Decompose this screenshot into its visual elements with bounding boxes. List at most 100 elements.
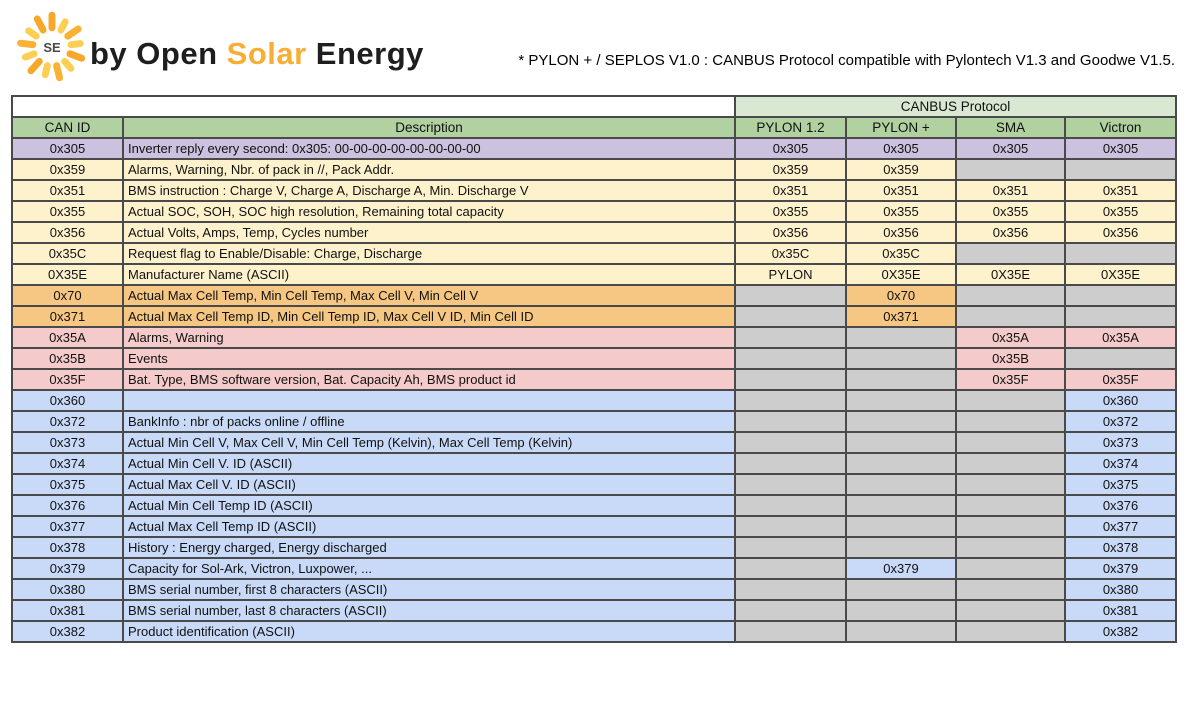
protocol-value-cell-victron: 0x373 [1063, 431, 1178, 454]
table-row: 0x35C Request flag to Enable/Disable: Cha… [11, 242, 1178, 265]
brand-highlight: Solar [226, 36, 307, 71]
can-id-cell: 0x377 [11, 515, 124, 538]
description-cell: BMS instruction : Charge V, Charge A, Di… [122, 179, 736, 202]
table-row: 0x359 Alarms, Warning, Nbr. of pack in //… [11, 158, 1178, 181]
can-id-cell: 0x35F [11, 368, 124, 391]
table-row: 0x70 Actual Max Cell Temp, Min Cell Temp,… [11, 284, 1178, 307]
description-cell [122, 389, 736, 412]
description-cell: Bat. Type, BMS software version, Bat. Ca… [122, 368, 736, 391]
group-header-canbus-protocol: CANBUS Protocol [733, 95, 1178, 118]
protocol-value-cell-victron: 0x379 [1063, 557, 1178, 580]
table-row: 0x371 Actual Max Cell Temp ID, Min Cell T… [11, 305, 1178, 328]
can-id-cell: 0x35A [11, 326, 124, 349]
can-id-cell: 0x374 [11, 452, 124, 475]
protocol-value-cell-sma [955, 242, 1066, 265]
can-id-cell: 0x378 [11, 536, 124, 559]
table-row: 0x382 Product identification (ASCII) 0x382 [11, 620, 1178, 643]
description-cell: Request flag to Enable/Disable: Charge, … [122, 242, 736, 265]
can-id-cell: 0x35C [11, 242, 124, 265]
protocol-value-cell-pylon-1-2 [734, 431, 847, 454]
canbus-protocol-table: CANBUS Protocol CAN ID Description PYLON… [11, 95, 1178, 643]
table-row: 0x378 History : Energy charged, Energy di… [11, 536, 1178, 559]
protocol-value-cell-victron: 0x305 [1063, 137, 1178, 160]
protocol-value-cell-victron [1063, 284, 1178, 307]
description-cell: Actual Max Cell Temp ID, Min Cell Temp I… [122, 305, 736, 328]
table-row: 0x372 BankInfo : nbr of packs online / of… [11, 410, 1178, 433]
protocol-value-cell-pylon-plus [845, 410, 957, 433]
can-id-cell: 0x360 [11, 389, 124, 412]
protocol-value-cell-sma [955, 473, 1066, 496]
description-cell: Actual Max Cell Temp, Min Cell Temp, Max… [122, 284, 736, 307]
description-cell: Actual SOC, SOH, SOC high resolution, Re… [122, 200, 736, 223]
can-id-cell: 0x382 [11, 620, 124, 643]
protocol-value-cell-victron [1063, 347, 1178, 370]
protocol-value-cell-pylon-plus: 0x371 [845, 305, 957, 328]
protocol-value-cell-victron [1063, 158, 1178, 181]
description-cell: Actual Min Cell V. ID (ASCII) [122, 452, 736, 475]
table-row: 0x379 Capacity for Sol-Ark, Victron, Luxp… [11, 557, 1178, 580]
can-id-cell: 0x373 [11, 431, 124, 454]
protocol-value-cell-sma: 0x355 [955, 200, 1066, 223]
protocol-value-cell-pylon-plus: 0x351 [845, 179, 957, 202]
protocol-value-cell-sma: 0x35B [955, 347, 1066, 370]
protocol-value-cell-pylon-plus [845, 599, 957, 622]
table-row: 0x374 Actual Min Cell V. ID (ASCII) 0x374 [11, 452, 1178, 475]
brand-prefix: by Open [90, 36, 227, 71]
protocol-value-cell-pylon-1-2 [734, 389, 847, 412]
can-id-cell: 0x372 [11, 410, 124, 433]
description-cell: Capacity for Sol-Ark, Victron, Luxpower,… [122, 557, 736, 580]
protocol-value-cell-pylon-1-2 [734, 368, 847, 391]
protocol-value-cell-victron [1063, 242, 1178, 265]
description-cell: Manufacturer Name (ASCII) [122, 263, 736, 286]
protocol-value-cell-sma [955, 389, 1066, 412]
compatibility-note: * PYLON + / SEPLOS V1.0 : CANBUS Protoco… [518, 52, 1175, 69]
protocol-value-cell-pylon-1-2: PYLON [734, 263, 847, 286]
table-row: 0x351 BMS instruction : Charge V, Charge … [11, 179, 1178, 202]
can-id-cell: 0x305 [11, 137, 124, 160]
protocol-value-cell-pylon-1-2 [734, 536, 847, 559]
protocol-value-cell-victron: 0x356 [1063, 221, 1178, 244]
protocol-value-cell-sma: 0x356 [955, 221, 1066, 244]
logo-text: SE [43, 40, 61, 55]
protocol-value-cell-pylon-1-2: 0x35C [734, 242, 847, 265]
protocol-value-cell-sma [955, 494, 1066, 517]
protocol-value-cell-pylon-plus [845, 347, 957, 370]
description-cell: Events [122, 347, 736, 370]
can-id-cell: 0x356 [11, 221, 124, 244]
protocol-value-cell-victron: 0x382 [1063, 620, 1178, 643]
table-row: 0x376 Actual Min Cell Temp ID (ASCII) 0x37… [11, 494, 1178, 517]
protocol-value-cell-pylon-1-2 [734, 473, 847, 496]
protocol-value-cell-pylon-plus: 0x359 [845, 158, 957, 181]
table-row: 0x355 Actual SOC, SOH, SOC high resolutio… [11, 200, 1178, 223]
can-id-cell: 0x70 [11, 284, 124, 307]
group-header-row: CANBUS Protocol [11, 95, 1178, 118]
description-cell: BMS serial number, first 8 characters (A… [122, 578, 736, 601]
canbus-table-container: CANBUS Protocol CAN ID Description PYLON… [11, 95, 1178, 643]
protocol-value-cell-sma [955, 599, 1066, 622]
header-spacer [11, 95, 736, 118]
description-cell: Actual Max Cell Temp ID (ASCII) [122, 515, 736, 538]
protocol-value-cell-pylon-plus: 0X35E [845, 263, 957, 286]
protocol-value-cell-sma [955, 536, 1066, 559]
protocol-value-cell-pylon-plus [845, 431, 957, 454]
protocol-value-cell-pylon-plus: 0x70 [845, 284, 957, 307]
protocol-value-cell-sma: 0X35E [955, 263, 1066, 286]
description-cell: Alarms, Warning, Nbr. of pack in //, Pac… [122, 158, 736, 181]
protocol-value-cell-pylon-1-2 [734, 326, 847, 349]
column-header-row: CAN ID Description PYLON 1.2 PYLON + SMA… [11, 116, 1178, 139]
can-id-cell: 0x371 [11, 305, 124, 328]
protocol-value-cell-victron: 0x35F [1063, 368, 1178, 391]
table-row: 0x356 Actual Volts, Amps, Temp, Cycles nu… [11, 221, 1178, 244]
protocol-value-cell-sma [955, 158, 1066, 181]
protocol-value-cell-sma: 0x351 [955, 179, 1066, 202]
protocol-value-cell-victron: 0x355 [1063, 200, 1178, 223]
can-id-cell: 0X35E [11, 263, 124, 286]
protocol-value-cell-pylon-1-2 [734, 578, 847, 601]
protocol-value-cell-victron: 0x360 [1063, 389, 1178, 412]
protocol-value-cell-pylon-plus [845, 389, 957, 412]
description-cell: Actual Min Cell Temp ID (ASCII) [122, 494, 736, 517]
protocol-value-cell-pylon-1-2 [734, 347, 847, 370]
protocol-value-cell-pylon-plus: 0x305 [845, 137, 957, 160]
protocol-value-cell-pylon-1-2 [734, 305, 847, 328]
protocol-value-cell-pylon-1-2 [734, 494, 847, 517]
